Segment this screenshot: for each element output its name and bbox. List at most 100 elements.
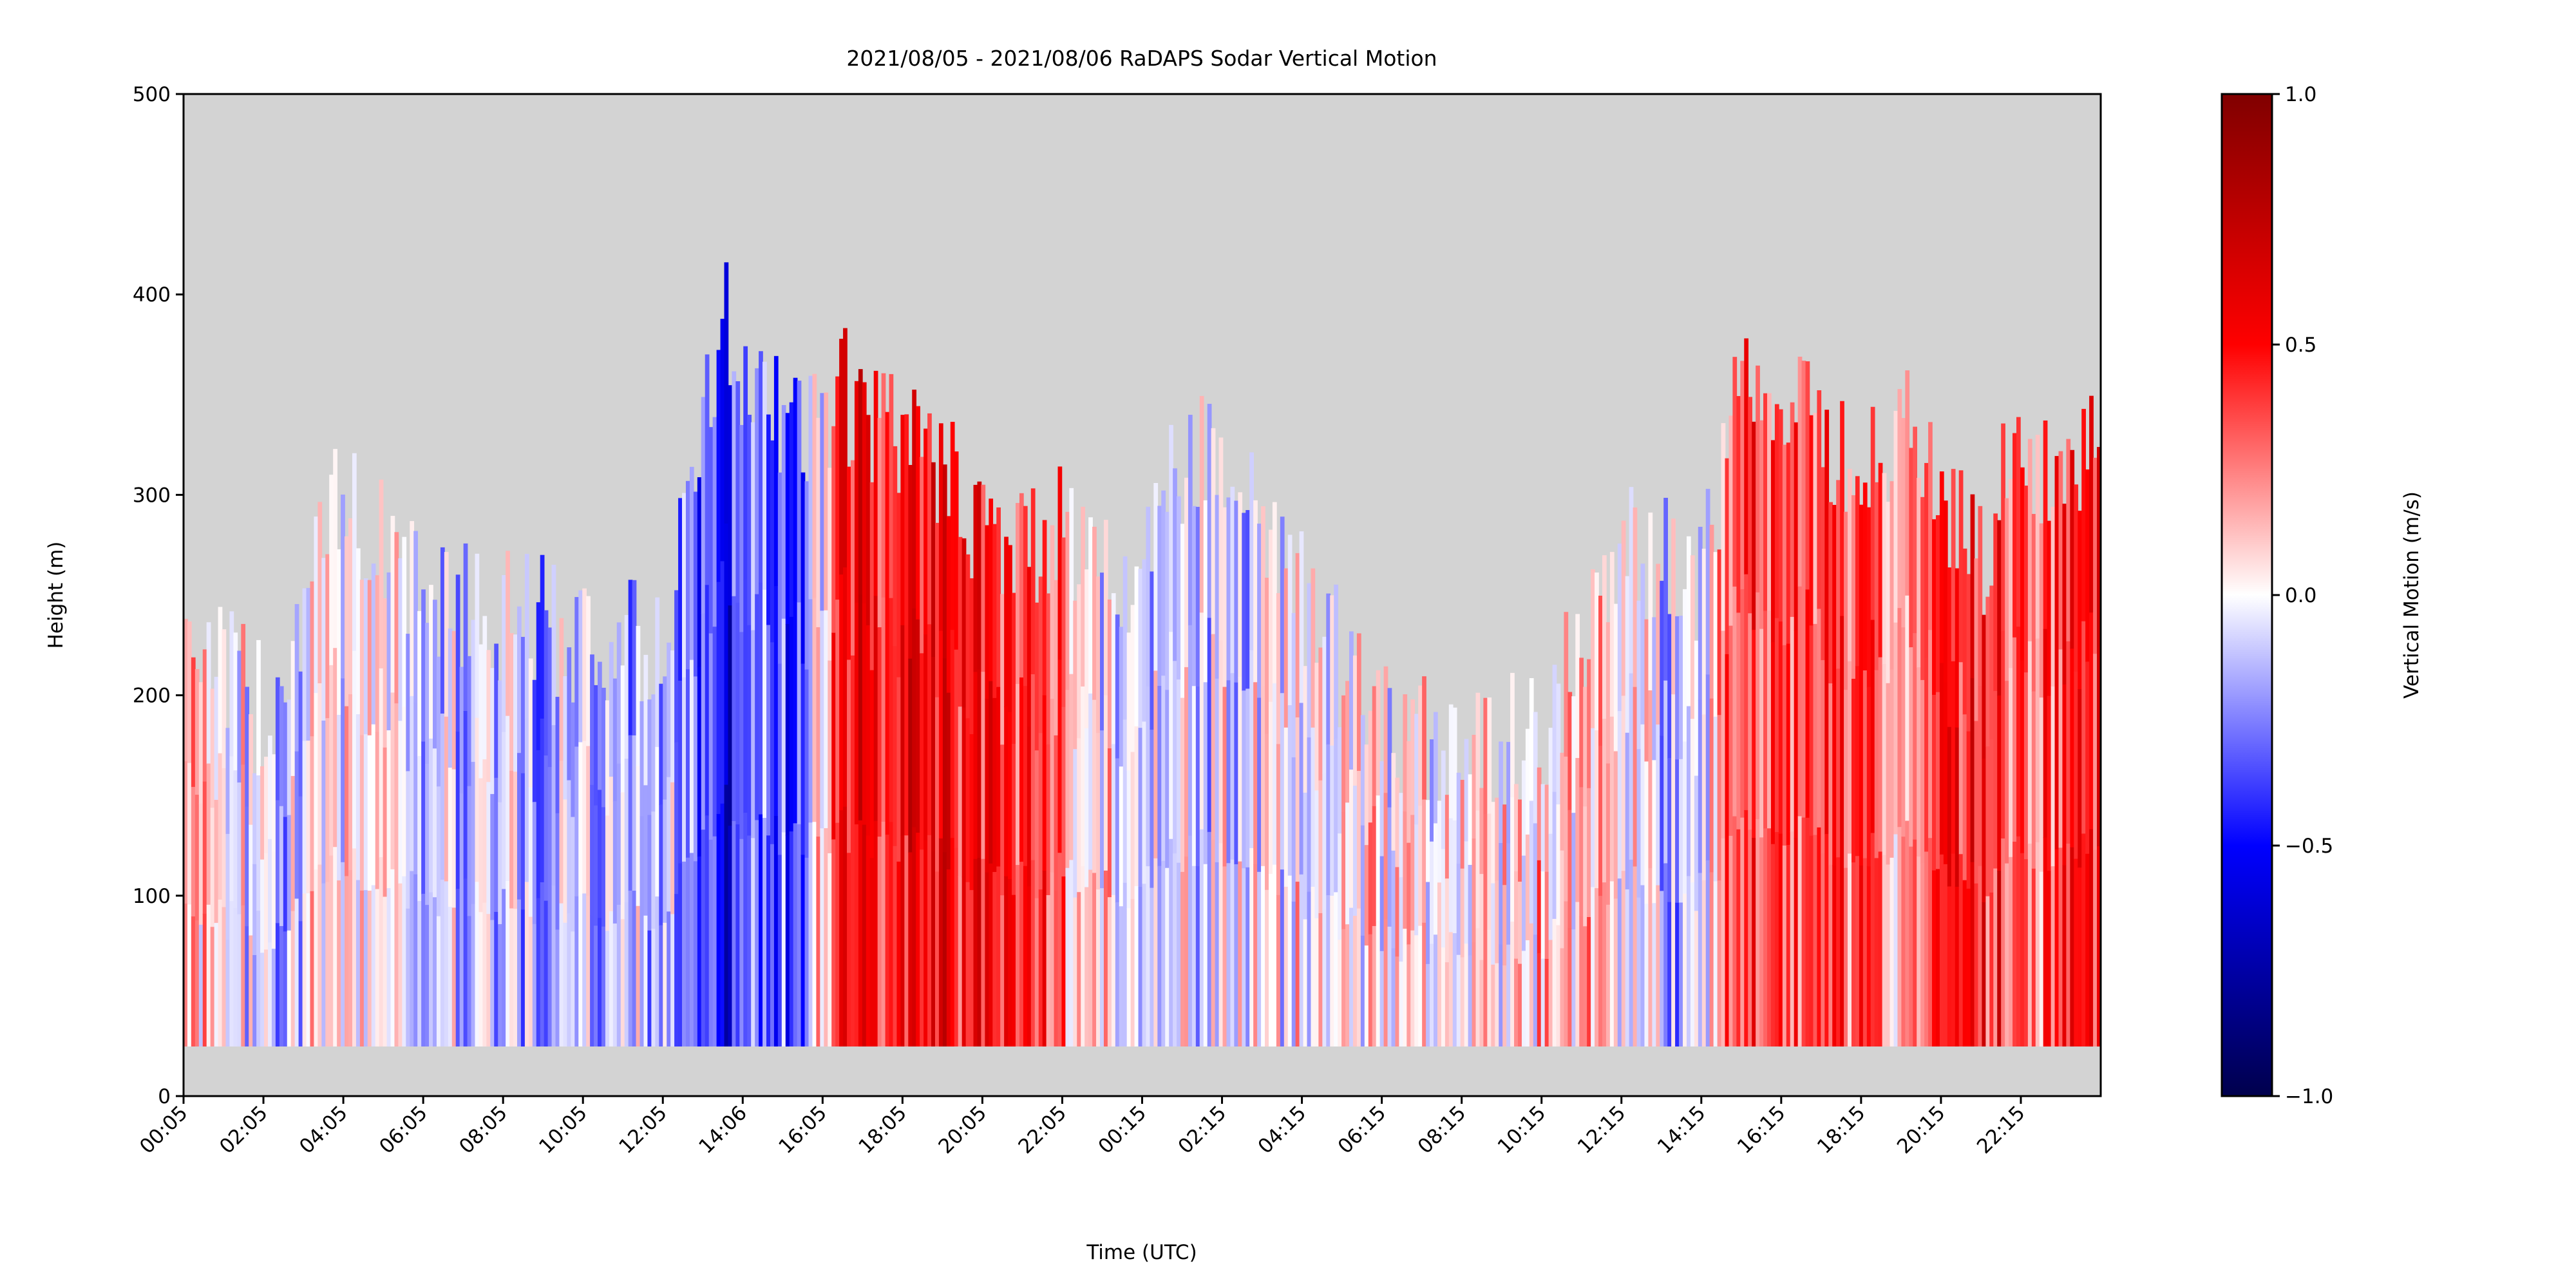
colorbar-tick-label: −1.0 xyxy=(2285,1085,2333,1108)
field-cell xyxy=(1452,707,1457,821)
field-cell xyxy=(674,742,679,895)
field-cell xyxy=(1146,866,1151,1046)
field-cell xyxy=(433,600,437,750)
field-cell xyxy=(1794,422,1799,631)
colorbar-label: Vertical Motion (m/s) xyxy=(2400,491,2423,699)
field-cell xyxy=(314,693,319,870)
field-cell xyxy=(781,618,786,833)
field-cell xyxy=(1081,506,1085,687)
field-cell xyxy=(858,820,863,1046)
field-cell xyxy=(1372,925,1377,1046)
field-cell xyxy=(1989,585,1994,740)
field-cell xyxy=(1840,616,1844,832)
field-cell xyxy=(314,516,319,694)
field-cell xyxy=(1732,586,1738,817)
field-cell xyxy=(1177,496,1181,680)
field-cell xyxy=(1809,415,1814,627)
field-cell xyxy=(950,838,955,1046)
field-cell xyxy=(1016,684,1020,866)
field-cell xyxy=(1560,850,1565,949)
field-cell xyxy=(490,668,495,795)
field-cell xyxy=(2047,871,2052,1046)
field-cell xyxy=(1130,752,1135,900)
field-cell xyxy=(1069,488,1074,675)
field-cell xyxy=(869,482,875,671)
field-cell xyxy=(781,404,786,620)
field-cell xyxy=(582,893,587,1046)
field-cell xyxy=(1265,734,1269,891)
field-cell xyxy=(1165,690,1170,869)
field-cell xyxy=(1748,829,1752,1046)
field-cell xyxy=(1648,512,1653,691)
field-cell xyxy=(1660,580,1665,737)
field-cell xyxy=(1046,744,1051,896)
field-cell xyxy=(544,900,549,1046)
field-cell xyxy=(770,642,775,845)
field-cell xyxy=(425,623,430,764)
field-cell xyxy=(463,711,468,879)
field-cell xyxy=(1257,697,1262,873)
field-cell xyxy=(835,600,840,824)
field-cell xyxy=(544,755,549,902)
field-cell xyxy=(961,876,967,1046)
field-cell xyxy=(1701,714,1707,881)
field-cell xyxy=(478,778,484,913)
field-cell xyxy=(359,580,365,736)
field-cell xyxy=(1836,480,1841,670)
field-cell xyxy=(1752,629,1756,838)
field-cell xyxy=(1364,744,1369,846)
field-cell xyxy=(214,676,219,800)
field-cell xyxy=(1456,864,1461,956)
field-cell xyxy=(1805,589,1810,819)
field-cell xyxy=(1218,640,1224,844)
field-cell xyxy=(942,658,947,853)
field-cell xyxy=(333,847,337,1046)
field-cell xyxy=(440,547,445,714)
field-cell xyxy=(643,654,649,786)
field-cell xyxy=(685,857,690,1046)
field-cell xyxy=(1073,600,1078,750)
field-cell xyxy=(685,480,690,670)
field-cell xyxy=(712,836,717,1046)
field-cell xyxy=(1805,817,1810,1046)
field-cell xyxy=(1195,866,1200,1046)
field-cell xyxy=(1142,559,1147,723)
field-cell xyxy=(187,762,192,905)
field-cell xyxy=(1314,663,1320,791)
field-cell xyxy=(1598,746,1603,896)
field-cell xyxy=(1100,888,1104,1046)
field-cell xyxy=(1265,889,1269,1046)
field-cell xyxy=(2066,843,2071,1046)
field-cell xyxy=(1215,862,1220,1046)
field-cell xyxy=(1004,706,1009,877)
field-cell xyxy=(341,678,345,863)
field-cell xyxy=(1529,800,1534,924)
field-cell xyxy=(1452,933,1457,1046)
field-cell xyxy=(1191,506,1197,687)
field-cell xyxy=(210,808,215,928)
field-cell xyxy=(482,902,488,1046)
field-cell xyxy=(1836,857,1841,1046)
field-cell xyxy=(1280,516,1285,694)
field-cell xyxy=(1475,692,1481,811)
field-cell xyxy=(1042,870,1047,1046)
field-cell xyxy=(1644,761,1649,905)
field-cell xyxy=(1379,761,1385,857)
field-cell xyxy=(363,578,368,735)
field-cell xyxy=(1721,838,1726,1046)
field-cell xyxy=(1122,882,1128,1046)
field-cell xyxy=(1828,502,1833,684)
field-cell xyxy=(1778,409,1783,622)
field-cell xyxy=(1633,866,1638,1046)
field-cell xyxy=(705,354,710,586)
field-cell xyxy=(1756,592,1760,820)
field-cell xyxy=(1376,920,1381,1046)
field-cell xyxy=(1249,452,1254,651)
field-cell xyxy=(632,735,637,891)
field-cell xyxy=(1840,831,1844,1046)
field-cell xyxy=(1303,792,1308,920)
field-cell xyxy=(402,536,407,707)
field-cell xyxy=(2047,696,2052,872)
field-cell xyxy=(1675,902,1680,1046)
field-cell xyxy=(1517,882,1522,965)
